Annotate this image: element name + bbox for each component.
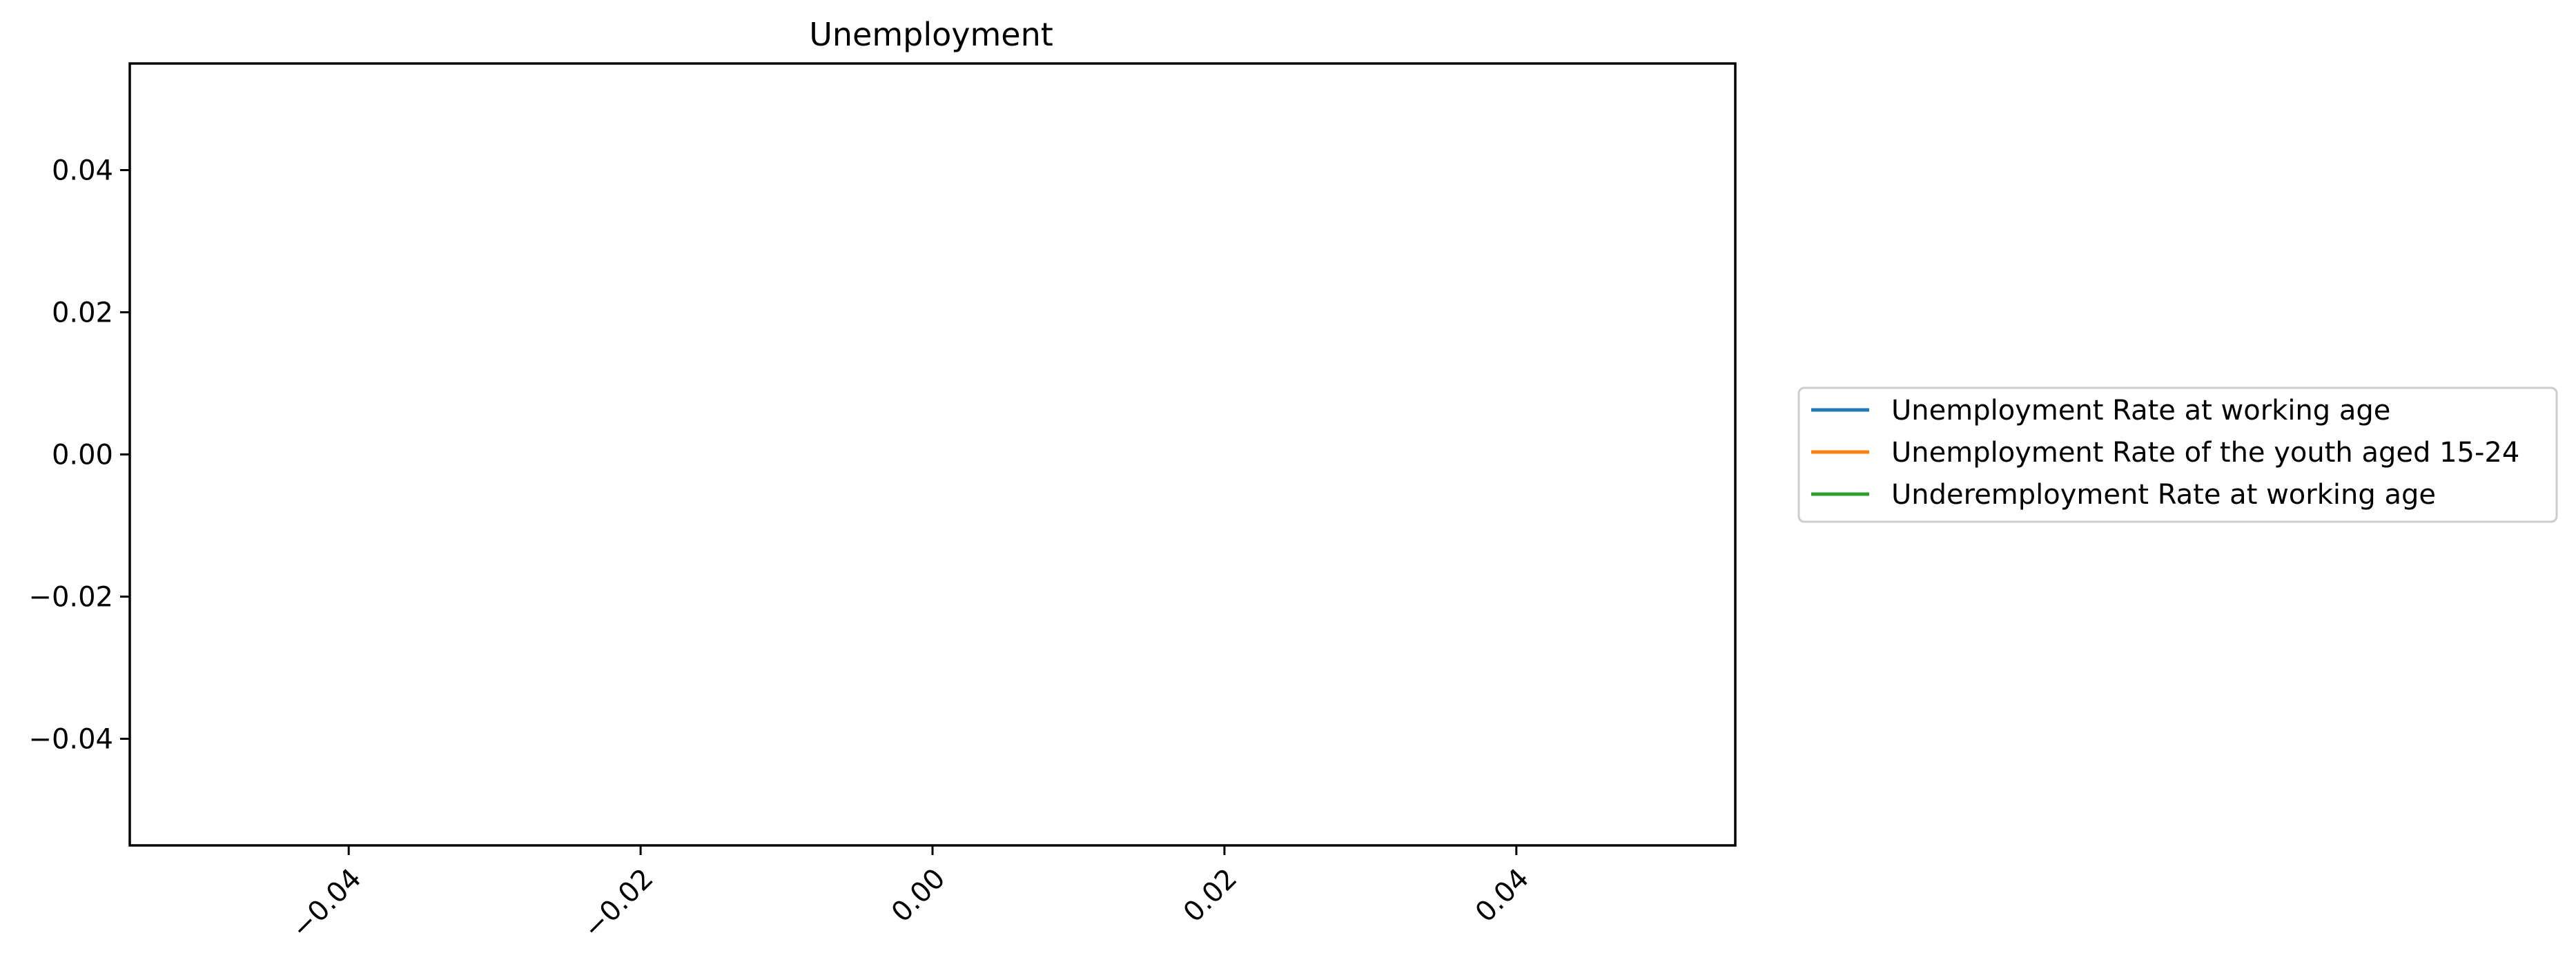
legend-label: Unemployment Rate of the youth aged 15-2… bbox=[1891, 437, 2519, 469]
y-tick-label: 0.00 bbox=[52, 440, 113, 471]
y-axis-ticks: 0.04 0.02 0.00 −0.02 −0.04 bbox=[28, 155, 130, 756]
y-tick-label: −0.02 bbox=[28, 582, 113, 614]
x-tick-label: 0.02 bbox=[1178, 863, 1244, 929]
y-tick-label: 0.02 bbox=[52, 297, 113, 329]
x-tick-label: −0.04 bbox=[285, 863, 367, 945]
x-tick-label: 0.00 bbox=[886, 863, 952, 929]
plot-frame bbox=[128, 62, 1737, 847]
legend: Unemployment Rate at working age Unemploy… bbox=[1797, 386, 2558, 523]
chart-title: Unemployment bbox=[809, 16, 1053, 53]
x-axis-ticks: −0.04 −0.02 0.00 0.02 0.04 bbox=[285, 845, 1535, 945]
y-tick-label: −0.04 bbox=[28, 724, 113, 756]
legend-label: Unemployment Rate at working age bbox=[1891, 395, 2390, 426]
x-tick-label: 0.04 bbox=[1470, 863, 1536, 929]
y-tick-label: 0.04 bbox=[52, 155, 113, 187]
legend-label: Underemployment Rate at working age bbox=[1891, 479, 2436, 511]
legend-frame bbox=[1797, 386, 2558, 523]
x-tick-label: −0.02 bbox=[577, 863, 659, 945]
